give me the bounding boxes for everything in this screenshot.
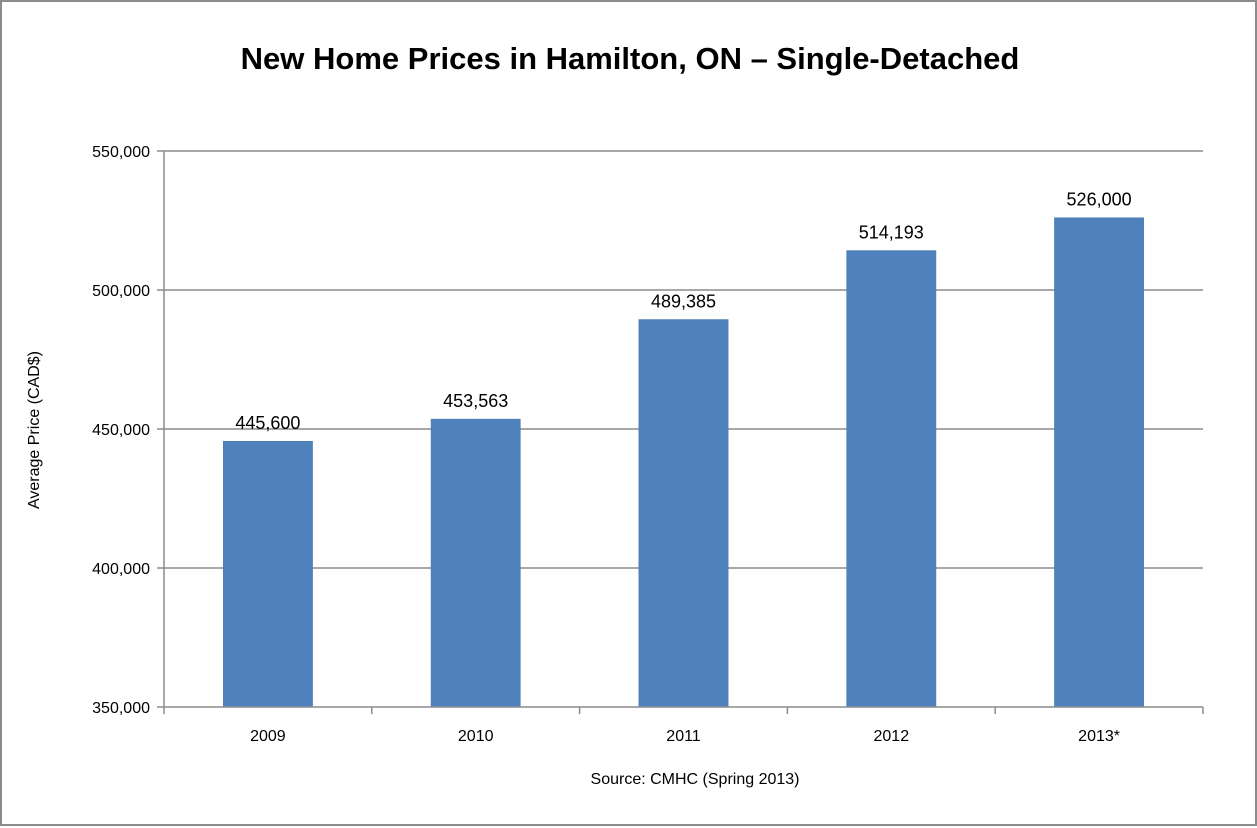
data-label: 445,600 [235,413,300,433]
bar [430,418,521,708]
chart-title: New Home Prices in Hamilton, ON – Single… [241,41,1020,76]
axes [157,150,1204,714]
data-label: 514,193 [859,223,924,243]
x-tick-label: 2009 [250,728,286,745]
y-tick-label: 450,000 [92,422,150,439]
x-tick-label: 2012 [874,728,910,745]
bar [638,319,729,708]
y-tick-label: 550,000 [92,144,150,161]
bar [222,440,313,708]
y-tick-label: 350,000 [92,700,150,717]
x-tick-label: 2010 [458,728,494,745]
bar [1054,217,1145,708]
x-tick-label: 2011 [666,728,701,745]
y-axis-title: Average Price (CAD$) [26,351,43,509]
data-label: 453,563 [443,391,508,411]
y-tick-label: 500,000 [92,283,150,300]
data-label: 489,385 [651,292,716,312]
x-axis-title: Source: CMHC (Spring 2013) [591,771,800,788]
bar [846,250,937,708]
data-label: 526,000 [1067,190,1132,210]
y-tick-label: 400,000 [92,561,150,578]
bars [222,217,1145,708]
x-tick-label: 2013* [1078,728,1120,745]
labels: 350,000 400,000 450,000 500,000 550,000 445,6… [92,144,1131,745]
